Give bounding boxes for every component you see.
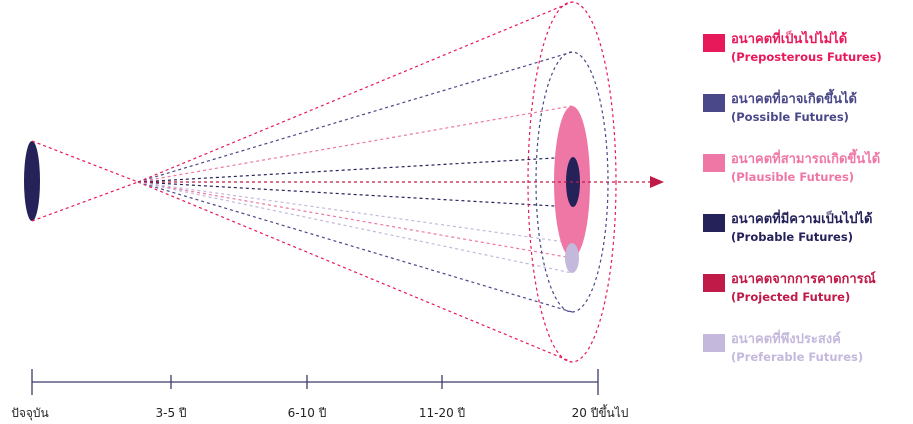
present-to-focus-line-bottom (31, 181, 139, 222)
legend-label-thai: อนาคตจากการคาดการณ์ (731, 272, 876, 287)
timeline-label-3-5-years: 3-5 ปี (155, 406, 187, 420)
preferable-ellipse (565, 243, 579, 273)
legend-text: อนาคตที่สามารถเกิดขึ้นได้ (Plausible Fut… (731, 151, 880, 185)
timeline-label-present: ปัจจุบัน (11, 406, 49, 420)
legend-label-english: (Plausible Futures) (731, 170, 855, 184)
legend-text: อนาคตที่เป็นไปไม่ได้ (Preposterous Futur… (731, 31, 882, 65)
projected-future-arrowhead (650, 176, 664, 188)
legend-swatch (703, 154, 725, 172)
legend-label-thai: อนาคตที่พึงประสงค์ (731, 332, 841, 347)
plausible-cone-line-bottom (137, 181, 573, 259)
timeline-label-11-20-years: 11-20 ปี (418, 406, 466, 420)
legend-label-english: (Possible Futures) (731, 110, 849, 124)
probable-cone-line-bottom (137, 181, 573, 208)
legend-swatch (703, 274, 725, 292)
legend-label-english: (Preposterous Futures) (731, 50, 882, 64)
legend-swatch (703, 214, 725, 232)
legend: อนาคตที่เป็นไปไม่ได้ (Preposterous Futur… (703, 31, 908, 391)
legend-text: อนาคตจากการคาดการณ์ (Projected Future) (731, 271, 876, 305)
timeline-label-6-10-years: 6-10 ปี (287, 406, 327, 420)
legend-label-thai: อนาคตที่อาจเกิดขึ้นได้ (731, 92, 857, 107)
plausible-cone-line-top (137, 105, 573, 183)
preferable-cone-line-bottom (137, 181, 573, 274)
legend-text: อนาคตที่พึงประสงค์ (Preferable Futures) (731, 331, 863, 365)
legend-label-thai: อนาคตที่เป็นไปไม่ได้ (731, 32, 848, 47)
legend-swatch (703, 94, 725, 112)
legend-item-preferable: อนาคตที่พึงประสงค์ (Preferable Futures) (703, 331, 908, 391)
legend-swatch (703, 334, 725, 352)
legend-swatch (703, 34, 725, 52)
present-to-focus-line-top (31, 140, 139, 183)
legend-label-thai: อนาคตที่มีความเป็นไปได้ (731, 212, 873, 227)
preposterous-cone-line-bottom (137, 181, 573, 363)
present-ellipse (24, 141, 40, 221)
legend-text: อนาคตที่อาจเกิดขึ้นได้ (Possible Futures… (731, 91, 857, 125)
timeline-label-20-plus-years: 20 ปีขึ้นไป (571, 406, 629, 420)
preposterous-cone-line-top (137, 1, 573, 183)
legend-label-english: (Probable Futures) (731, 230, 853, 244)
legend-label-thai: อนาคตที่สามารถเกิดขึ้นได้ (731, 152, 881, 167)
legend-item-plausible: อนาคตที่สามารถเกิดขึ้นได้ (Plausible Fut… (703, 151, 908, 211)
legend-text: อนาคตที่มีความเป็นไปได้ (Probable Future… (731, 211, 873, 245)
probable-cone-line-top (137, 156, 573, 183)
preferable-cone-line-top (137, 181, 573, 244)
legend-item-projected: อนาคตจากการคาดการณ์ (Projected Future) (703, 271, 908, 331)
legend-item-preposterous: อนาคตที่เป็นไปไม่ได้ (Preposterous Futur… (703, 31, 908, 91)
legend-label-english: (Projected Future) (731, 290, 851, 304)
legend-label-english: (Preferable Futures) (731, 350, 864, 364)
legend-item-possible: อนาคตที่อาจเกิดขึ้นได้ (Possible Futures… (703, 91, 908, 151)
legend-item-probable: อนาคตที่มีความเป็นไปได้ (Probable Future… (703, 211, 908, 271)
